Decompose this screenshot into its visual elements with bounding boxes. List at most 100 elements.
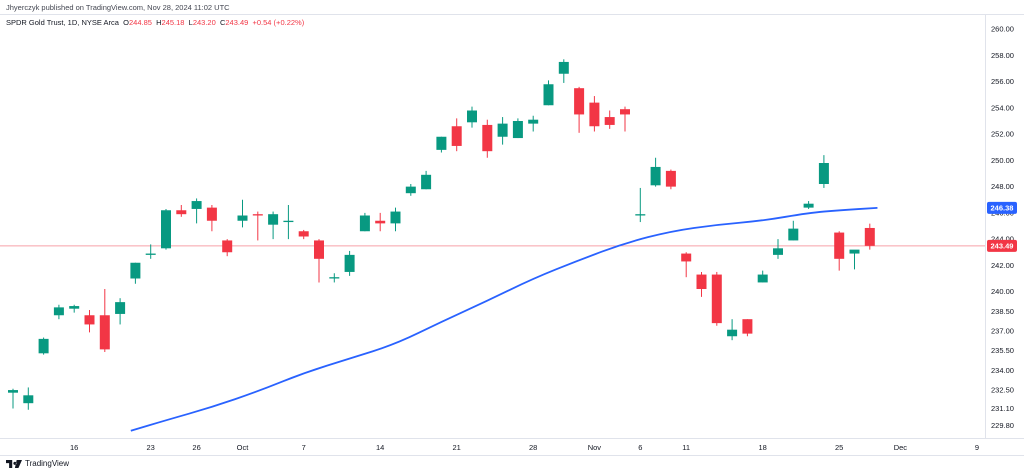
candle	[788, 220, 799, 241]
candle-body	[344, 254, 355, 272]
candle-body	[84, 315, 95, 325]
candle	[84, 310, 95, 333]
candle	[467, 106, 477, 128]
legend-low-value: 243.20	[192, 18, 216, 27]
candle	[206, 205, 217, 232]
x-tick-label: 14	[376, 443, 384, 452]
candle-body	[436, 136, 447, 150]
last-price-badge-bg	[987, 239, 1017, 252]
candle	[314, 239, 324, 283]
candle	[283, 205, 294, 240]
footer-brand: TradingView	[25, 459, 70, 468]
candle-body	[696, 274, 707, 289]
candle	[130, 262, 141, 284]
ma-price-badge-label: 246.38	[991, 204, 1014, 213]
y-tick-label: 256.00	[991, 77, 1014, 86]
candle	[803, 201, 814, 209]
candle	[390, 207, 401, 232]
x-tick-label: 25	[835, 443, 843, 452]
candle-body	[8, 390, 18, 393]
candle-body	[849, 249, 860, 254]
candle-body	[727, 329, 738, 337]
candle-body	[191, 201, 202, 209]
x-tick-label: 16	[70, 443, 78, 452]
candle-body	[757, 274, 768, 283]
candle	[436, 136, 447, 153]
candle	[681, 252, 692, 278]
y-tick-label: 229.80	[991, 421, 1014, 430]
candle-body	[681, 253, 692, 262]
x-tick-label: Nov	[588, 443, 602, 452]
candle	[635, 187, 646, 223]
candle-body	[375, 220, 386, 224]
candle	[773, 239, 783, 259]
candle	[115, 298, 126, 325]
y-tick-label: 237.00	[991, 327, 1014, 336]
candle	[604, 110, 615, 129]
candle	[589, 96, 600, 132]
x-tick-label: 26	[192, 443, 200, 452]
candle-body	[222, 240, 233, 253]
candle-body	[650, 166, 661, 186]
candle	[405, 184, 416, 196]
candle	[222, 239, 233, 257]
candle	[344, 250, 355, 276]
candle	[268, 211, 279, 240]
y-tick-label: 238.50	[991, 307, 1014, 316]
candle	[650, 157, 661, 187]
candle-body	[314, 240, 324, 259]
legend-open-label: O	[123, 18, 129, 27]
candle	[298, 229, 309, 240]
candle	[161, 208, 171, 250]
candle	[512, 118, 523, 139]
candle-body	[528, 119, 539, 124]
y-tick-label: 231.10	[991, 404, 1014, 413]
candle	[727, 319, 738, 341]
candle-body	[589, 102, 600, 127]
legend-high-label: H	[156, 18, 162, 27]
candle	[421, 170, 432, 190]
candle-body	[864, 227, 875, 246]
candle	[574, 86, 585, 133]
x-tick-label: 23	[147, 443, 155, 452]
candle	[834, 231, 845, 271]
candle	[711, 271, 722, 326]
y-tick-label: 252.00	[991, 130, 1014, 139]
candle	[864, 223, 875, 250]
symbol-legend: SPDR Gold Trust, 1D, NYSE Arca O244.85 H…	[6, 18, 304, 27]
candle-body	[283, 220, 294, 223]
candle	[497, 117, 508, 145]
candle-body	[69, 306, 80, 309]
candle	[528, 115, 539, 132]
y-tick-label: 235.50	[991, 346, 1014, 355]
candle-body	[497, 123, 508, 137]
x-tick-label: 18	[759, 443, 767, 452]
candle-body	[53, 307, 64, 316]
candle	[237, 199, 248, 228]
candle-body	[115, 302, 126, 314]
candle-body	[558, 61, 569, 74]
candle-body	[237, 215, 248, 221]
candle-body	[268, 214, 279, 225]
candle	[757, 270, 768, 283]
candle	[742, 319, 753, 337]
x-tick-label: 28	[529, 443, 537, 452]
candle-body	[818, 163, 829, 184]
candle-body	[711, 274, 722, 324]
candle	[620, 106, 630, 132]
candle-body	[665, 170, 676, 187]
x-tick-label: 21	[453, 443, 461, 452]
candle-body	[359, 215, 370, 232]
candle	[543, 80, 554, 106]
candle-body	[329, 277, 340, 279]
candle-body	[451, 126, 462, 146]
candle	[696, 271, 707, 297]
candle	[558, 59, 569, 83]
candle	[23, 387, 34, 410]
x-tick-label: 11	[682, 443, 690, 452]
candle-body	[206, 207, 217, 221]
candle	[8, 388, 18, 409]
candle	[482, 119, 493, 158]
top-bar: Jhyerczyk published on TradingView.com, …	[0, 0, 1024, 14]
